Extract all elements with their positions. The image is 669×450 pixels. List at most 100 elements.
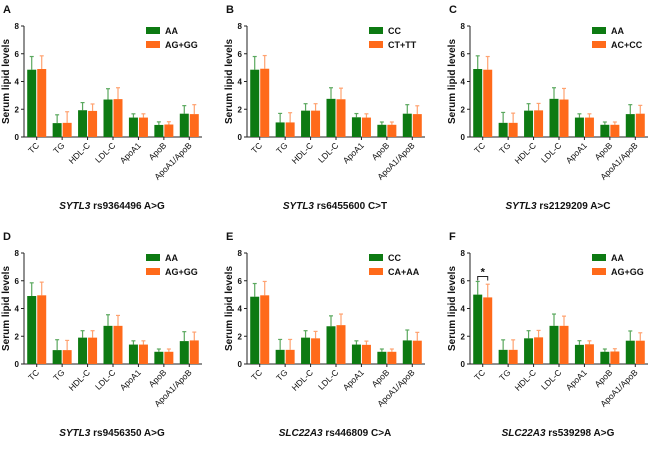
bar-AC+CC-ApoA1/ApoB — [635, 113, 645, 137]
snp-label: rs539298 A>G — [546, 428, 615, 439]
bar-AA-LDL-C — [549, 98, 559, 137]
bar-AA-ApoB — [154, 124, 164, 137]
legend-label: AG+GG — [165, 267, 198, 277]
y-tick-label: 2 — [461, 105, 466, 114]
y-tick-label: 0 — [15, 133, 20, 142]
x-tick-label: ApoB — [592, 367, 614, 389]
bar-AG+GG-HDL-C — [88, 337, 98, 364]
legend-label: AA — [611, 253, 624, 263]
bar-CT+TT-HDL-C — [311, 110, 321, 137]
legend-label: CC — [388, 26, 401, 36]
y-axis-label: Serum lipid levels — [447, 266, 458, 351]
legend-label: CA+AA — [388, 267, 420, 277]
bar-CT+TT-TG — [285, 122, 295, 137]
bar-AA-TG — [52, 123, 62, 137]
y-tick-label: 6 — [461, 50, 466, 59]
x-tick-label: TG — [497, 367, 512, 382]
y-tick-label: 0 — [461, 360, 466, 369]
gene-name: SYTL3 — [59, 201, 91, 212]
x-tick-label: TC — [472, 367, 487, 382]
bar-AG+GG-TC — [37, 69, 47, 137]
gene-name: SLC22A3 — [279, 428, 323, 439]
gene-name: SYTL3 — [506, 201, 538, 212]
bar-AC+CC-ApoB — [610, 124, 620, 137]
y-tick-label: 8 — [461, 249, 466, 258]
bar-AA-TG — [498, 122, 508, 137]
y-tick-label: 4 — [238, 78, 243, 87]
legend-label: CT+TT — [388, 40, 417, 50]
x-tick-label: HDL-C — [290, 140, 315, 165]
bar-CC-TC — [250, 296, 260, 364]
y-tick-label: 2 — [15, 332, 20, 341]
bar-CC-TG — [275, 349, 285, 364]
bar-CC-ApoA1 — [351, 117, 361, 137]
bar-AC+CC-ApoA1 — [584, 117, 594, 137]
x-tick-label: TC — [26, 140, 41, 155]
bar-CC-LDL-C — [326, 326, 336, 364]
bar-AA-ApoA1/ApoB — [625, 114, 635, 137]
bar-CA+AA-LDL-C — [336, 325, 346, 364]
snp-label: rs2129209 A>C — [537, 201, 611, 212]
bar-AA-TC — [27, 296, 37, 364]
bar-AA-ApoA1 — [574, 344, 584, 364]
bar-AA-ApoA1 — [128, 344, 138, 364]
bar-AG+GG-TC — [37, 295, 47, 364]
x-tick-label: ApoB — [146, 367, 168, 389]
x-tick-label: LDL-C — [316, 367, 340, 391]
legend-swatch — [146, 268, 160, 275]
y-tick-label: 6 — [238, 50, 243, 59]
panel-letter: D — [3, 231, 11, 243]
x-tick-label: TC — [249, 367, 264, 382]
y-tick-label: 4 — [461, 305, 466, 314]
x-tick-label: TG — [51, 367, 66, 382]
x-tick-label: LDL-C — [93, 140, 117, 164]
bar-CC-TC — [250, 69, 260, 137]
bar-AG+GG-ApoA1 — [138, 344, 148, 364]
bar-AG+GG-ApoA1/ApoB — [189, 340, 199, 364]
y-axis-label: Serum lipid levels — [447, 39, 458, 124]
snp-label: rs9456350 A>G — [90, 428, 165, 439]
bar-CA+AA-ApoB — [387, 351, 397, 364]
y-tick-label: 4 — [15, 305, 20, 314]
bar-AA-LDL-C — [103, 99, 113, 137]
x-tick-label: TG — [51, 140, 66, 155]
x-tick-label: TC — [26, 367, 41, 382]
x-tick-label: TG — [274, 140, 289, 155]
x-tick-label: HDL-C — [513, 140, 538, 165]
x-tick-label: TC — [472, 140, 487, 155]
legend-label: AC+CC — [611, 40, 643, 50]
legend-swatch — [146, 41, 160, 48]
bar-CT+TT-ApoA1 — [361, 117, 371, 137]
significance-star: * — [481, 266, 486, 278]
bar-AG+GG-LDL-C — [113, 99, 123, 137]
bar-AA-ApoA1/ApoB — [179, 341, 189, 364]
bar-AA-TC — [473, 294, 483, 364]
bar-AG+GG-ApoB — [610, 351, 620, 364]
y-tick-label: 2 — [238, 105, 243, 114]
bar-AC+CC-HDL-C — [534, 110, 544, 137]
y-tick-label: 8 — [461, 22, 466, 31]
bar-CA+AA-ApoA1/ApoB — [412, 340, 422, 364]
x-tick-label: ApoB — [592, 140, 614, 162]
x-tick-label: LDL-C — [93, 367, 117, 391]
bar-CA+AA-TG — [285, 349, 295, 364]
legend-label: AA — [165, 253, 178, 263]
legend-label: AA — [165, 26, 178, 36]
y-tick-label: 0 — [461, 133, 466, 142]
bar-AA-ApoB — [154, 351, 164, 364]
bar-CT+TT-ApoB — [387, 124, 397, 137]
y-tick-label: 6 — [15, 277, 20, 286]
bar-AA-HDL-C — [524, 110, 534, 137]
bar-AA-ApoA1/ApoB — [625, 340, 635, 364]
panel-title: SLC22A3 rs539298 A>G — [502, 428, 615, 439]
legend-label: AA — [611, 26, 624, 36]
legend-swatch — [369, 254, 383, 261]
bar-CA+AA-ApoA1 — [361, 344, 371, 364]
bar-AC+CC-TC — [483, 69, 493, 137]
x-tick-label: LDL-C — [539, 140, 563, 164]
bar-AA-LDL-C — [549, 325, 559, 364]
y-tick-label: 6 — [15, 50, 20, 59]
